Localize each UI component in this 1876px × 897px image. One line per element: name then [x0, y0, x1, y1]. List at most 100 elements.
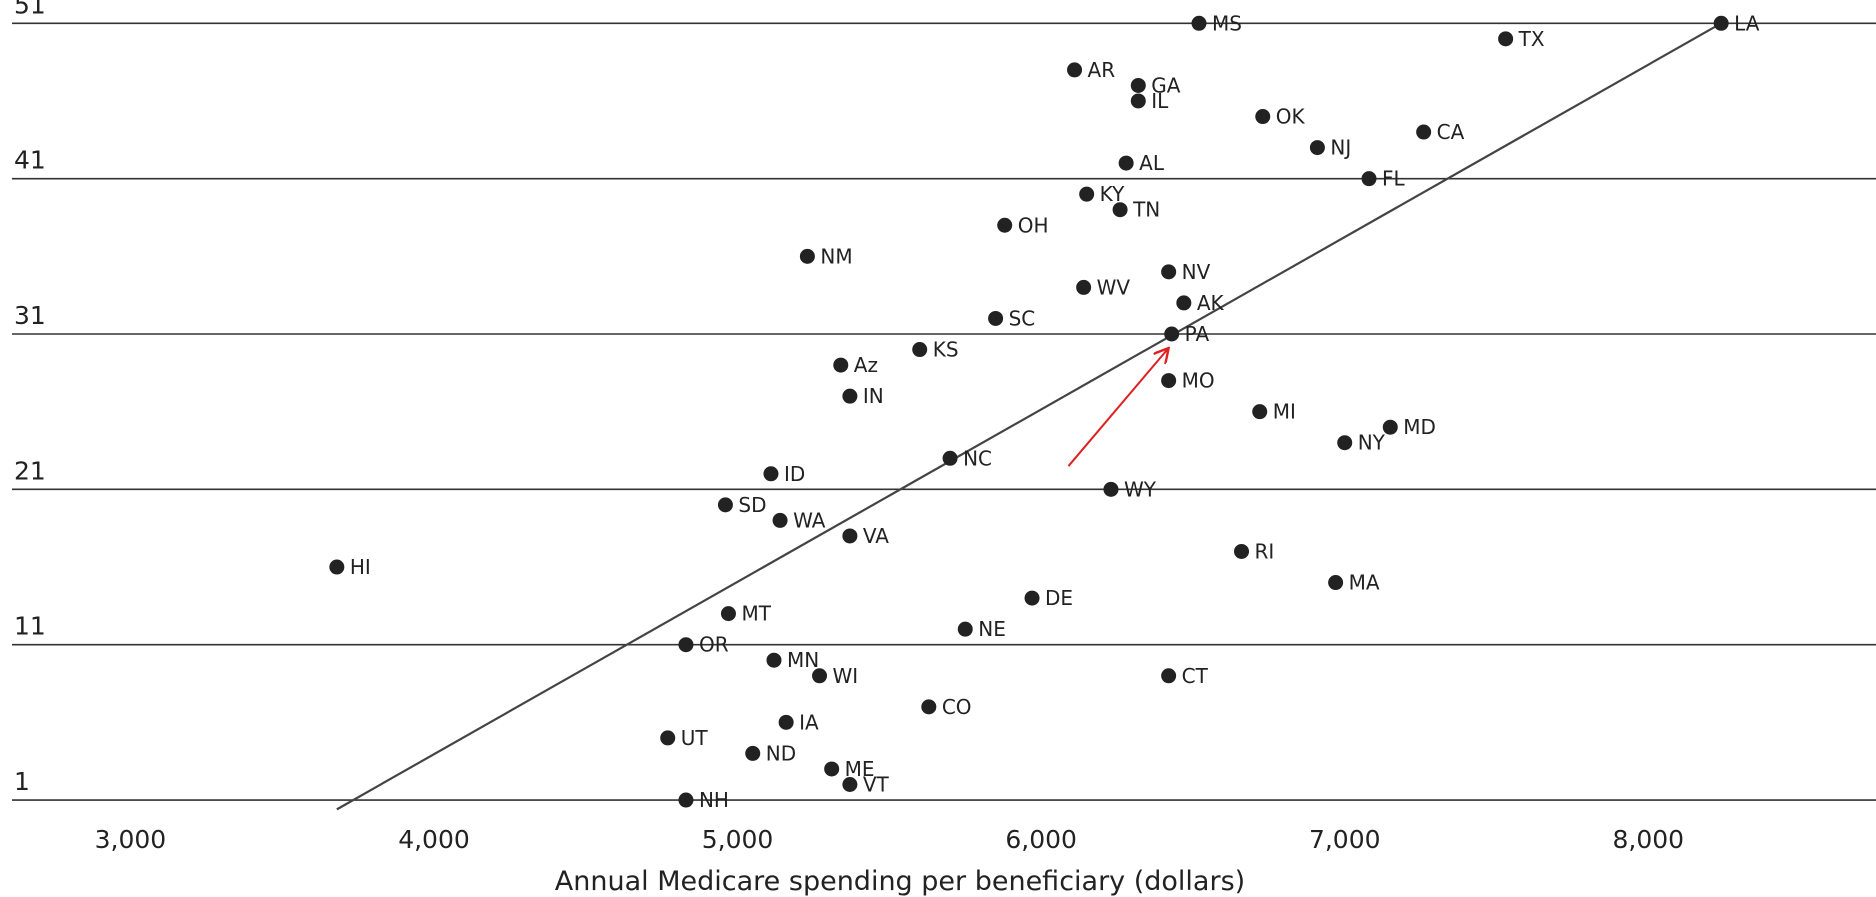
point-label: IN — [863, 384, 884, 408]
point-label: AL — [1139, 151, 1165, 175]
point-marker — [1024, 590, 1040, 606]
point-marker — [988, 310, 1004, 326]
point-marker — [842, 528, 858, 544]
point-label: CO — [942, 695, 972, 719]
point-marker — [660, 730, 676, 746]
data-point-ut: UT — [660, 726, 708, 750]
point-marker — [1234, 543, 1250, 559]
data-point-ks: KS — [912, 338, 959, 362]
data-point-ia: IA — [778, 710, 819, 734]
point-label: MA — [1349, 571, 1380, 595]
point-label: WI — [833, 664, 859, 688]
point-label: GA — [1151, 73, 1180, 97]
data-point-sc: SC — [988, 306, 1035, 330]
point-label: TX — [1518, 27, 1545, 51]
data-point-ky: KY — [1079, 182, 1125, 206]
point-marker — [1191, 15, 1207, 31]
y-tick-label: 31 — [14, 301, 46, 330]
point-marker — [1112, 202, 1128, 218]
point-marker — [766, 652, 782, 668]
point-label: UT — [681, 726, 709, 750]
point-marker — [1252, 404, 1268, 420]
data-point-la: LA — [1713, 11, 1760, 35]
data-point-ne: NE — [957, 617, 1006, 641]
point-marker — [1361, 171, 1377, 187]
point-label: NC — [963, 446, 992, 470]
point-label: IL — [1151, 89, 1169, 113]
data-point-sd: SD — [717, 493, 767, 517]
data-point-al: AL — [1118, 151, 1165, 175]
x-tick-labels: 3,000 4,000 5,000 6,000 7,000 8,000 — [95, 825, 1684, 854]
point-marker — [842, 777, 858, 793]
point-marker — [1713, 15, 1729, 31]
data-point-nc: NC — [942, 446, 992, 470]
data-point-ma: MA — [1328, 571, 1380, 595]
point-label: AK — [1197, 291, 1225, 315]
point-marker — [812, 668, 828, 684]
point-label: VT — [863, 773, 890, 797]
data-point-hi: HI — [329, 555, 371, 579]
data-point-or: OR — [678, 633, 729, 657]
point-label: HI — [350, 555, 371, 579]
data-point-ny: NY — [1337, 431, 1386, 455]
point-label: WV — [1097, 275, 1131, 299]
point-label: MT — [741, 602, 771, 626]
point-marker — [1498, 31, 1514, 47]
point-label: MD — [1403, 415, 1436, 439]
x-tick-label: 5,000 — [702, 825, 774, 854]
data-point-mo: MO — [1161, 369, 1215, 393]
data-point-oh: OH — [997, 213, 1048, 237]
point-label: MO — [1182, 369, 1215, 393]
data-point-ga: GA — [1130, 73, 1181, 97]
point-label: CT — [1182, 664, 1209, 688]
data-point-tx: TX — [1498, 27, 1545, 51]
point-marker — [1382, 419, 1398, 435]
data-point-me: ME — [824, 757, 875, 781]
data-point-pa: PA — [1164, 322, 1209, 346]
data-point-wv: WV — [1076, 275, 1130, 299]
point-marker — [1067, 62, 1083, 78]
x-tick-label: 8,000 — [1613, 825, 1685, 854]
data-point-ri: RI — [1234, 539, 1274, 563]
point-marker — [942, 450, 958, 466]
point-marker — [778, 714, 794, 730]
point-marker — [763, 466, 779, 482]
data-point-nm: NM — [799, 244, 853, 268]
data-point-co: CO — [921, 695, 972, 719]
x-tick-label: 6,000 — [1005, 825, 1077, 854]
point-label: WY — [1124, 477, 1157, 501]
point-marker — [1176, 295, 1192, 311]
data-point-ms: MS — [1191, 11, 1242, 35]
x-axis-title: Annual Medicare spending per beneficiary… — [555, 866, 1245, 897]
data-point-ok: OK — [1255, 105, 1306, 129]
point-label: SD — [738, 493, 766, 517]
point-marker — [824, 761, 840, 777]
data-point-tn: TN — [1112, 198, 1160, 222]
point-marker — [678, 637, 694, 653]
point-marker — [1130, 77, 1146, 93]
point-label: TN — [1132, 198, 1160, 222]
data-point-wy: WY — [1103, 477, 1157, 501]
data-point-wi: WI — [812, 664, 858, 688]
data-point-mi: MI — [1252, 400, 1296, 424]
point-marker — [1337, 435, 1353, 451]
point-label: OR — [699, 633, 729, 657]
point-label: NV — [1182, 260, 1211, 284]
y-tick-label: 51 — [14, 0, 46, 19]
point-label: Az — [854, 353, 878, 377]
point-marker — [912, 342, 928, 358]
point-label: KY — [1100, 182, 1125, 206]
point-marker — [1328, 575, 1344, 591]
point-label: RI — [1255, 539, 1275, 563]
point-label: MI — [1273, 400, 1296, 424]
annotation-arrow — [1067, 348, 1168, 467]
point-label: FL — [1382, 167, 1406, 191]
point-marker — [678, 792, 694, 808]
point-label: MS — [1212, 11, 1242, 35]
point-label: NE — [978, 617, 1006, 641]
trend-line — [336, 22, 1722, 811]
y-tick-label: 11 — [14, 612, 46, 641]
point-label: ID — [784, 462, 805, 486]
data-point-md: MD — [1382, 415, 1436, 439]
